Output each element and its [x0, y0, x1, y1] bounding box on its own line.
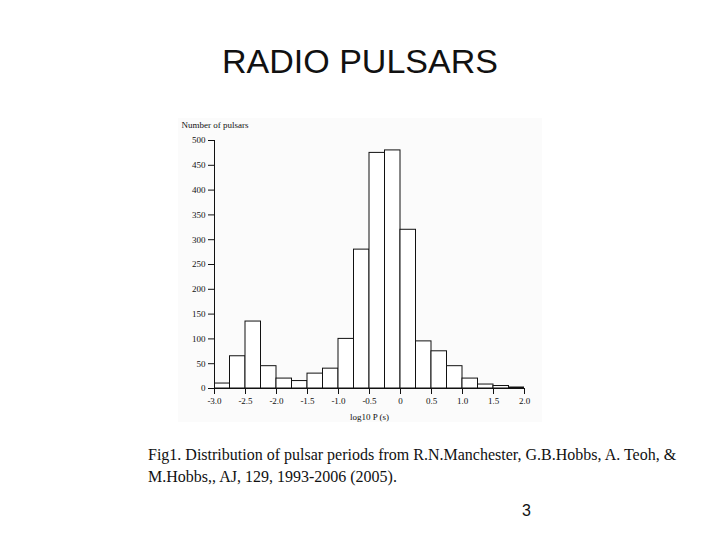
html-text:RADIO PULSARS: RADIO PULSARS — [222, 42, 498, 80]
svg-text:0.5: 0.5 — [426, 396, 438, 406]
svg-text:Number of pulsars: Number of pulsars — [182, 120, 249, 130]
svg-text:0: 0 — [201, 383, 206, 393]
svg-text:100: 100 — [192, 334, 206, 344]
svg-text:log10 P (s): log10 P (s) — [350, 412, 389, 422]
svg-text:200: 200 — [192, 284, 206, 294]
svg-text:50: 50 — [197, 359, 207, 369]
svg-text:-1.5: -1.5 — [300, 396, 315, 406]
svg-text:-3.0: -3.0 — [207, 396, 222, 406]
html-text:3: 3 — [522, 502, 531, 519]
svg-text:-0.5: -0.5 — [362, 396, 377, 406]
svg-text:-1.0: -1.0 — [331, 396, 346, 406]
svg-text:450: 450 — [192, 160, 206, 170]
html-text:Fig1. Distribution of pulsar p: Fig1. Distribution of pulsar periods fro… — [148, 446, 677, 485]
svg-text:2.0: 2.0 — [519, 396, 531, 406]
svg-text:150: 150 — [192, 309, 206, 319]
svg-text:500: 500 — [192, 135, 206, 145]
svg-text:-2.0: -2.0 — [269, 396, 284, 406]
svg-text:1.0: 1.0 — [457, 396, 469, 406]
svg-text:250: 250 — [192, 259, 206, 269]
svg-text:300: 300 — [192, 235, 206, 245]
svg-text:1.5: 1.5 — [488, 396, 500, 406]
svg-text:-2.5: -2.5 — [238, 396, 253, 406]
svg-text:350: 350 — [192, 210, 206, 220]
svg-text:0: 0 — [398, 396, 403, 406]
svg-text:400: 400 — [192, 185, 206, 195]
